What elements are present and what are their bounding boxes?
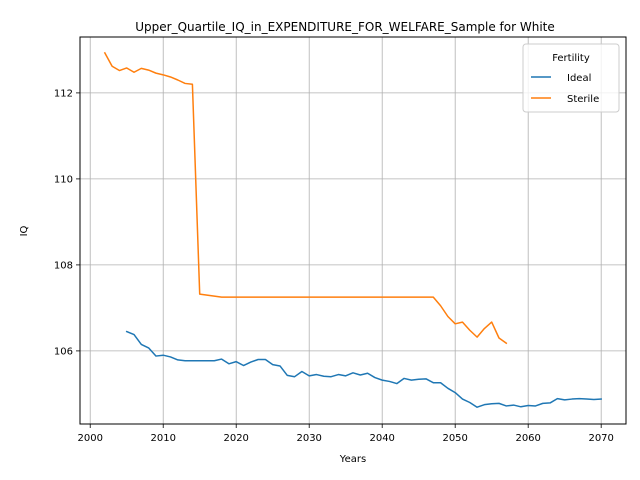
series-layer [103,51,602,408]
plot-frame [79,36,627,425]
x-tick-label: 2030 [296,433,321,444]
y-axis: 106 108 110 112 [54,88,80,357]
series-line-sterile [103,51,508,345]
legend-box [522,43,620,113]
x-axis-label: Years [339,454,366,465]
x-tick-label: 2060 [515,433,540,444]
legend: Fertility Ideal Sterile [522,43,620,113]
legend-title: Fertility [552,53,590,64]
y-tick-label: 110 [54,174,73,185]
y-axis-label: IQ [19,225,30,236]
y-tick-label: 112 [54,88,73,99]
y-tick-label: 106 [54,346,73,357]
y-tick-label: 108 [54,260,73,271]
x-tick-label: 2010 [150,433,175,444]
series-line-ideal [125,330,602,408]
legend-label-sterile: Sterile [567,94,599,105]
x-tick-label: 2000 [77,433,102,444]
legend-label-ideal: Ideal [567,73,591,84]
x-tick-label: 2070 [588,433,613,444]
x-axis: 2000 2010 2020 2030 2040 2050 2060 2070 [77,424,614,444]
x-tick-label: 2040 [369,433,394,444]
chart-title: Upper_Quartile_IQ_in_EXPENDITURE_FOR_WEL… [135,20,555,34]
x-tick-label: 2050 [442,433,467,444]
x-tick-label: 2020 [223,433,248,444]
